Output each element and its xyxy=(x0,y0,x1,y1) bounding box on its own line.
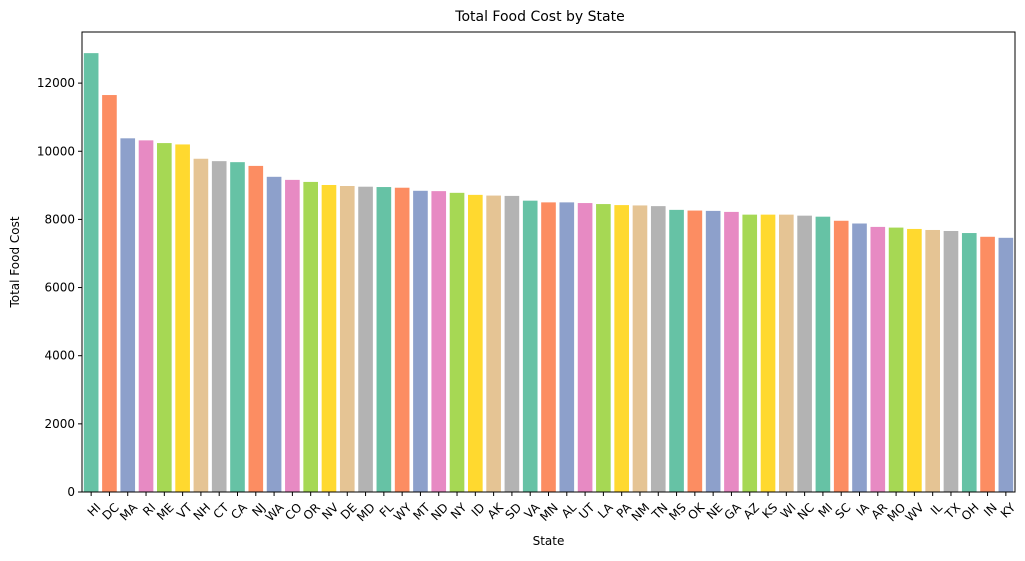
bar-la xyxy=(596,204,611,492)
bar-il xyxy=(925,229,940,492)
bar-nh xyxy=(193,158,209,492)
bar-nv xyxy=(321,184,337,493)
x-tick-label: IN xyxy=(981,500,1000,519)
bar-ct xyxy=(211,161,227,492)
x-tick-label: MA xyxy=(117,500,141,524)
bar-mn xyxy=(541,202,556,492)
bar-pa xyxy=(614,205,629,492)
x-tick-label: OH xyxy=(959,500,982,523)
plot-frame xyxy=(81,31,1016,493)
bar-id xyxy=(468,194,483,492)
bar-ca xyxy=(230,162,245,492)
y-axis-label: Total Food Cost xyxy=(8,216,22,308)
bar-me xyxy=(157,143,172,492)
x-tick-label: HI xyxy=(85,500,104,519)
bar-ri xyxy=(138,140,154,493)
bar-ms xyxy=(669,209,684,492)
bar-mt xyxy=(413,190,428,493)
bar-ut xyxy=(577,203,593,493)
bar-wi xyxy=(779,214,794,492)
y-tick-label: 6000 xyxy=(44,281,75,295)
bar-de xyxy=(339,186,355,492)
x-tick-label: NY xyxy=(448,500,470,522)
bars xyxy=(83,53,1014,493)
bar-nc xyxy=(797,215,812,492)
x-tick-label: IL xyxy=(928,500,945,517)
bar-ny xyxy=(449,192,465,492)
x-tick-label: IA xyxy=(854,500,873,519)
bar-ok xyxy=(687,210,703,493)
x-tick-label: KY xyxy=(998,500,1019,521)
bar-nj xyxy=(248,165,264,492)
bar-vt xyxy=(175,144,190,492)
bar-tn xyxy=(650,206,666,492)
bar-tx xyxy=(943,230,959,493)
y-axis: 0 2000 4000 6000 8000 10000 12000 xyxy=(37,76,82,499)
x-axis-label: State xyxy=(533,534,565,548)
y-tick-label: 8000 xyxy=(44,212,75,226)
bar-ma xyxy=(120,138,136,492)
bar-wa xyxy=(266,176,282,492)
y-tick-label: 2000 xyxy=(44,417,75,431)
x-tick-label: SC xyxy=(832,500,853,521)
bar-or xyxy=(303,181,318,492)
x-tick-label: MI xyxy=(816,500,836,520)
bar-sc xyxy=(833,220,849,492)
bar-ak xyxy=(486,195,501,492)
bar-az xyxy=(742,214,758,492)
bar-fl xyxy=(376,187,392,493)
bar-dc xyxy=(102,95,117,492)
bar-ga xyxy=(724,211,739,492)
bar-ks xyxy=(760,214,776,492)
y-tick-label: 10000 xyxy=(37,144,75,158)
bar-ar xyxy=(870,226,886,492)
bar-ne xyxy=(705,210,721,492)
x-tick-label: NC xyxy=(795,500,817,522)
bar-ky xyxy=(998,237,1014,492)
x-tick-label: WV xyxy=(903,500,928,525)
y-tick-label: 4000 xyxy=(44,349,75,363)
bar-sd xyxy=(504,195,520,492)
bar-in xyxy=(980,236,995,492)
bar-va xyxy=(522,200,538,493)
bar-mi xyxy=(815,216,831,492)
x-tick-label: MD xyxy=(354,500,378,524)
bar-wy xyxy=(394,187,410,492)
bar-wv xyxy=(907,228,922,492)
x-tick-label: CA xyxy=(228,500,250,522)
bar-nd xyxy=(431,191,447,492)
y-tick-label: 0 xyxy=(67,485,75,499)
bar-md xyxy=(358,186,373,492)
bar-hi xyxy=(83,53,99,492)
bar-mo xyxy=(888,227,904,492)
chart-title: Total Food Cost by State xyxy=(454,9,624,25)
bar-nm xyxy=(632,205,648,492)
x-tick-label: MN xyxy=(537,500,561,524)
bar-co xyxy=(285,179,300,492)
x-tick-label: ID xyxy=(469,500,488,519)
y-tick-label: 12000 xyxy=(37,76,75,90)
bar-ia xyxy=(852,223,867,492)
bar-oh xyxy=(961,233,977,493)
bar-al xyxy=(559,202,575,492)
